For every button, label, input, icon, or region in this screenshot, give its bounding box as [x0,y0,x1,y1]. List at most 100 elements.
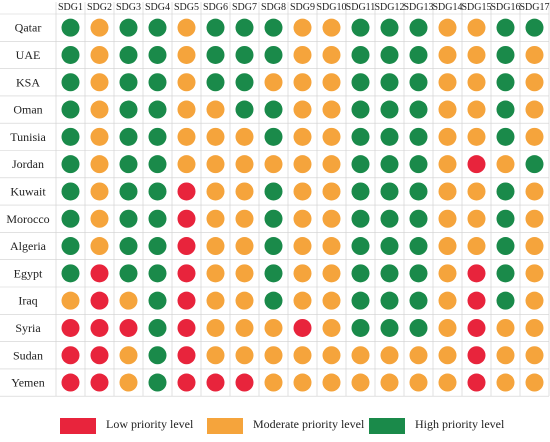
priority-dot-algeria-sdg10 [322,237,341,256]
priority-dot-morocco-sdg5 [177,209,196,228]
priority-dot-qatar-sdg13 [409,18,428,37]
priority-dot-sudan-sdg16 [496,346,515,365]
column-header: SDG4 [145,2,170,13]
priority-dot-iraq-sdg15 [467,291,486,310]
priority-dot-algeria-sdg2 [90,237,109,256]
priority-dot-iraq-sdg10 [322,291,341,310]
row-label: Sudan [13,348,43,362]
priority-dot-jordan-sdg10 [322,155,341,174]
priority-dot-algeria-sdg5 [177,237,196,256]
priority-dot-uae-sdg8 [264,45,283,64]
priority-dot-qatar-sdg10 [322,18,341,37]
priority-dot-qatar-sdg7 [235,18,254,37]
priority-dot-qatar-sdg5 [177,18,196,37]
priority-dot-kuwait-sdg13 [409,182,428,201]
priority-dot-syria-sdg14 [438,318,457,337]
priority-dot-sudan-sdg15 [467,346,486,365]
priority-dot-oman-sdg10 [322,100,341,119]
priority-dot-iraq-sdg17 [525,291,544,310]
priority-dot-jordan-sdg14 [438,155,457,174]
priority-dot-tunisia-sdg8 [264,127,283,146]
priority-dot-jordan-sdg16 [496,155,515,174]
priority-dot-egypt-sdg9 [293,264,312,283]
priority-dot-sudan-sdg13 [409,346,428,365]
priority-dot-yemen-sdg14 [438,373,457,392]
priority-dot-algeria-sdg12 [380,237,399,256]
priority-dot-iraq-sdg12 [380,291,399,310]
priority-dot-sudan-sdg1 [61,346,80,365]
priority-dot-uae-sdg4 [148,45,167,64]
priority-dot-sudan-sdg11 [351,346,370,365]
priority-dot-qatar-sdg12 [380,18,399,37]
priority-dot-uae-sdg16 [496,45,515,64]
priority-dot-yemen-sdg13 [409,373,428,392]
priority-dot-kuwait-sdg17 [525,182,544,201]
column-header: SDG5 [174,2,199,13]
priority-dot-oman-sdg1 [61,100,80,119]
priority-dot-jordan-sdg2 [90,155,109,174]
priority-dot-yemen-sdg1 [61,373,80,392]
priority-dot-syria-sdg5 [177,318,196,337]
priority-dot-morocco-sdg16 [496,209,515,228]
priority-dot-syria-sdg6 [206,318,225,337]
priority-dot-egypt-sdg16 [496,264,515,283]
priority-dot-tunisia-sdg2 [90,127,109,146]
priority-dot-uae-sdg9 [293,45,312,64]
priority-dot-oman-sdg17 [525,100,544,119]
priority-dot-jordan-sdg13 [409,155,428,174]
priority-dot-sudan-sdg12 [380,346,399,365]
legend: Low priority level Moderate priority lev… [0,412,550,436]
priority-dot-sudan-sdg9 [293,346,312,365]
priority-dots [61,18,544,392]
priority-dot-egypt-sdg13 [409,264,428,283]
priority-dot-ksa-sdg15 [467,73,486,92]
column-header: SDG9 [290,2,315,13]
priority-dot-egypt-sdg10 [322,264,341,283]
priority-dot-qatar-sdg8 [264,18,283,37]
priority-dot-egypt-sdg4 [148,264,167,283]
column-header: SDG12 [374,2,404,13]
priority-dot-algeria-sdg7 [235,237,254,256]
priority-dot-jordan-sdg15 [467,155,486,174]
priority-dot-morocco-sdg15 [467,209,486,228]
priority-dot-algeria-sdg3 [119,237,138,256]
priority-dot-uae-sdg11 [351,45,370,64]
matrix-grid [0,2,550,397]
priority-dot-ksa-sdg5 [177,73,196,92]
priority-dot-egypt-sdg15 [467,264,486,283]
priority-dot-kuwait-sdg3 [119,182,138,201]
priority-dot-qatar-sdg15 [467,18,486,37]
priority-dot-ksa-sdg13 [409,73,428,92]
legend-label-high: High priority level [415,417,505,431]
priority-dot-algeria-sdg14 [438,237,457,256]
legend-swatch-low [60,418,96,434]
priority-dot-yemen-sdg8 [264,373,283,392]
priority-dot-morocco-sdg6 [206,209,225,228]
priority-dot-jordan-sdg7 [235,155,254,174]
column-header: SDG7 [232,2,257,13]
priority-dot-algeria-sdg4 [148,237,167,256]
priority-dot-uae-sdg2 [90,45,109,64]
priority-dot-kuwait-sdg16 [496,182,515,201]
row-label: UAE [16,48,41,62]
priority-dot-jordan-sdg5 [177,155,196,174]
row-label: Qatar [15,21,42,35]
priority-dot-ksa-sdg8 [264,73,283,92]
priority-dot-jordan-sdg11 [351,155,370,174]
priority-dot-kuwait-sdg10 [322,182,341,201]
priority-dot-morocco-sdg3 [119,209,138,228]
priority-dot-algeria-sdg17 [525,237,544,256]
priority-dot-kuwait-sdg14 [438,182,457,201]
priority-dot-ksa-sdg3 [119,73,138,92]
priority-dot-algeria-sdg6 [206,237,225,256]
priority-dot-tunisia-sdg3 [119,127,138,146]
priority-dot-morocco-sdg10 [322,209,341,228]
priority-dot-iraq-sdg4 [148,291,167,310]
priority-dot-tunisia-sdg4 [148,127,167,146]
priority-dot-egypt-sdg7 [235,264,254,283]
priority-dot-yemen-sdg12 [380,373,399,392]
row-label: Morocco [6,212,49,226]
priority-dot-tunisia-sdg17 [525,127,544,146]
priority-dot-sudan-sdg5 [177,346,196,365]
row-label: Iraq [18,294,37,308]
